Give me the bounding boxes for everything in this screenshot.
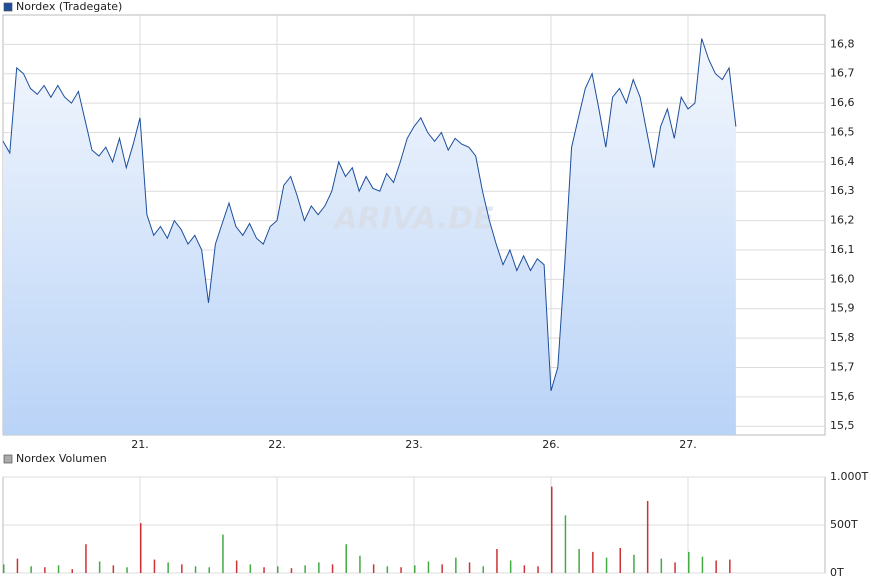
- volume-bar: [331, 564, 334, 573]
- volume-bar: [318, 562, 320, 573]
- volume-bar: [592, 551, 594, 573]
- volume-bar: [112, 565, 115, 573]
- legend-label: Nordex Volumen: [16, 452, 107, 465]
- y-tick-label: 15,8: [830, 331, 855, 344]
- volume-bar: [455, 557, 457, 573]
- volume-bar: [98, 561, 101, 573]
- y-tick-label: 16,8: [830, 37, 855, 50]
- volume-bar: [263, 567, 265, 573]
- legend-swatch: [3, 454, 13, 464]
- volume-bar: [235, 560, 238, 573]
- price-line: [2, 38, 737, 392]
- y-tick-label: 1.000T: [830, 470, 868, 483]
- x-tick-label: 27.: [679, 438, 697, 451]
- y-tick-label: 500T: [830, 518, 858, 531]
- price-area: [3, 38, 736, 435]
- volume-bar: [551, 486, 553, 573]
- volume-bar: [509, 560, 512, 573]
- volume-bar: [16, 558, 19, 573]
- y-tick-label: 16,5: [830, 125, 855, 138]
- legend-label: Nordex (Tradegate): [16, 0, 122, 13]
- volume-bar: [290, 568, 293, 573]
- volume-bar: [537, 566, 539, 573]
- x-tick-label: 21.: [131, 438, 149, 451]
- volume-bar: [468, 562, 471, 573]
- y-tick-label: 16,4: [830, 155, 855, 168]
- volume-bar: [523, 565, 526, 573]
- volume-bar: [372, 564, 375, 573]
- legend-swatch: [3, 2, 13, 12]
- x-tick-label: 22.: [268, 438, 286, 451]
- volume-bar: [3, 564, 5, 573]
- volume-bar: [414, 565, 416, 573]
- volume-bar: [701, 556, 704, 573]
- volume-bar: [646, 501, 649, 573]
- x-tick-label: 26.: [542, 438, 560, 451]
- volume-bar: [345, 544, 347, 573]
- y-tick-label: 15,5: [830, 419, 855, 432]
- x-tick-label: 23.: [405, 438, 423, 451]
- volume-bar: [400, 567, 402, 573]
- volume-bar: [427, 561, 430, 573]
- y-tick-label: 15,6: [830, 390, 855, 403]
- volume-bar: [619, 548, 621, 573]
- volume-bar: [674, 562, 676, 573]
- volume-bar: [729, 559, 731, 573]
- y-tick-label: 15,7: [830, 360, 855, 373]
- volume-bar: [605, 557, 608, 573]
- volume-bar: [181, 564, 183, 573]
- volume-bar: [71, 569, 73, 573]
- volume-bar: [359, 555, 361, 573]
- y-tick-label: 16,3: [830, 184, 855, 197]
- volume-bar: [660, 558, 663, 573]
- y-tick-label: 16,0: [830, 272, 855, 285]
- volume-bar: [633, 554, 635, 573]
- volume-bar: [57, 565, 60, 573]
- volume-bar: [578, 549, 580, 573]
- volume-bar: [222, 534, 224, 573]
- volume-bar: [441, 564, 443, 573]
- volume-bar: [194, 566, 197, 573]
- volume-bar: [277, 566, 279, 573]
- y-tick-label: 16,7: [830, 67, 855, 80]
- volume-bar: [386, 566, 389, 573]
- volume-bar: [44, 567, 46, 573]
- y-tick-label: 16,6: [830, 96, 855, 109]
- volume-bar: [564, 515, 567, 573]
- volume-bar: [688, 551, 690, 573]
- volume-bar: [126, 567, 128, 573]
- volume-bar: [304, 565, 306, 573]
- y-tick-label: 16,1: [830, 243, 855, 256]
- y-tick-label: 15,9: [830, 302, 855, 315]
- y-tick-label: 0T: [830, 566, 844, 579]
- y-tick-label: 16,2: [830, 214, 855, 227]
- volume-bar: [208, 567, 210, 573]
- volume-bar: [30, 566, 32, 573]
- volume-bar: [167, 562, 169, 573]
- volume-bar: [715, 560, 717, 573]
- volume-bar: [249, 564, 252, 573]
- volume-bar: [496, 549, 498, 573]
- watermark: ARIVA.DE: [332, 202, 494, 237]
- volume-bar: [153, 559, 156, 573]
- volume-bar: [482, 566, 484, 573]
- volume-bar: [140, 523, 142, 573]
- volume-bar: [85, 544, 87, 573]
